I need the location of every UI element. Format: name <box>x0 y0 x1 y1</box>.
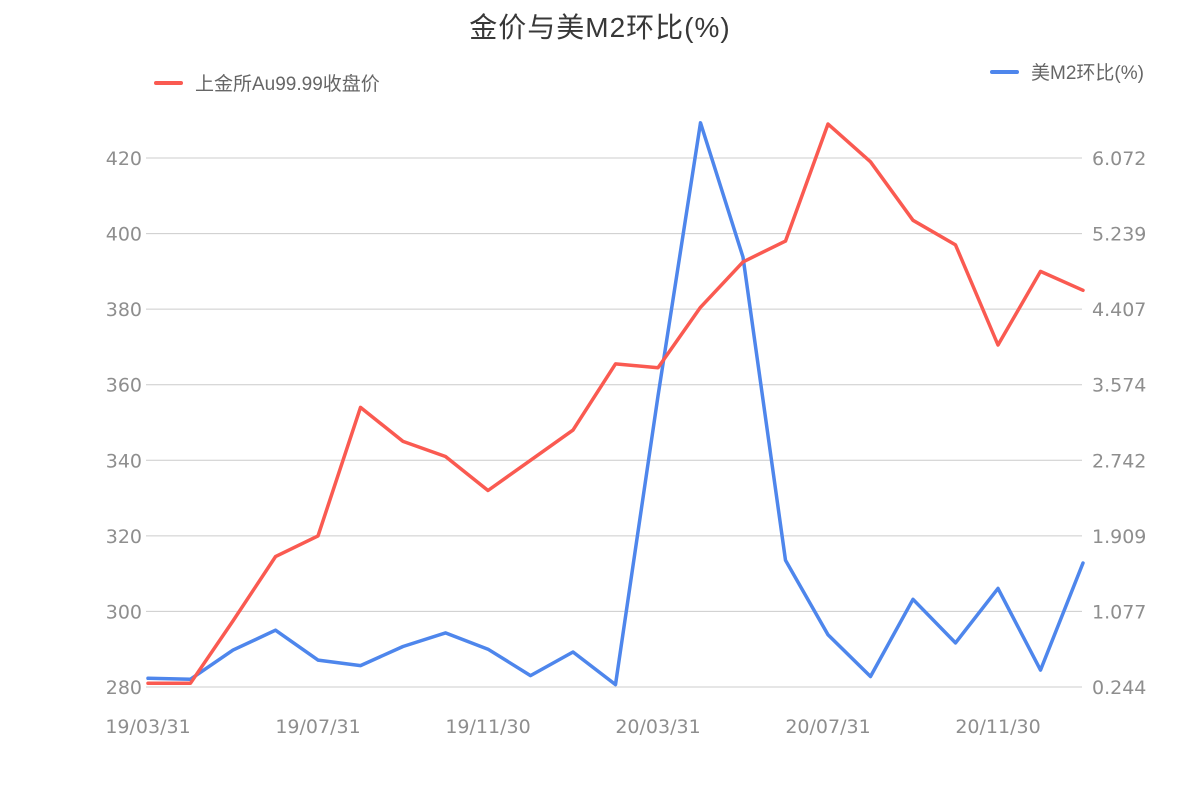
legend-item-gold-price[interactable]: 上金所Au99.99收盘价 <box>154 69 380 96</box>
left-axis-tick-label: 280 <box>106 677 142 699</box>
right-axis-tick-label: 2.742 <box>1092 450 1146 472</box>
right-axis-tick-label: 4.407 <box>1092 299 1146 321</box>
left-axis-tick-label: 360 <box>106 375 142 397</box>
left-axis-tick-label: 320 <box>106 526 142 548</box>
gold-series-label: 上金所Au99.99收盘价 <box>195 74 380 95</box>
gold-series-line-icon <box>154 80 183 85</box>
right-axis-tick-label: 3.574 <box>1092 375 1146 397</box>
x-axis-tick-label: 19/07/31 <box>275 716 360 738</box>
right-axis-tick-label: 1.909 <box>1092 526 1146 548</box>
left-axis-tick-label: 300 <box>106 601 142 623</box>
right-axis-tick-label: 6.072 <box>1092 148 1146 170</box>
x-axis-tick-label: 20/03/31 <box>615 716 700 738</box>
left-axis-tick-label: 400 <box>106 224 142 246</box>
right-axis-tick-label: 5.239 <box>1092 224 1146 246</box>
m2-series-line-icon <box>990 69 1019 74</box>
x-axis-tick-label: 20/11/30 <box>955 716 1040 738</box>
series-line-gold-price <box>146 122 1085 685</box>
series-line-m2 <box>146 121 1085 687</box>
left-axis-tick-label: 420 <box>106 148 142 170</box>
chart-title: 金价与美M2环比(%) <box>469 12 731 43</box>
legend-item-m2[interactable]: 美M2环比(%) <box>990 58 1144 85</box>
right-axis-tick-label: 0.244 <box>1092 677 1146 699</box>
left-axis-tick-label: 340 <box>106 450 142 472</box>
x-axis-tick-label: 20/07/31 <box>785 716 870 738</box>
x-axis-tick-label: 19/03/31 <box>105 716 190 738</box>
right-axis-tick-label: 1.077 <box>1092 601 1146 623</box>
left-axis-tick-label: 380 <box>106 299 142 321</box>
x-axis-tick-label: 19/11/30 <box>445 716 530 738</box>
m2-series-label: 美M2环比(%) <box>1031 63 1144 84</box>
